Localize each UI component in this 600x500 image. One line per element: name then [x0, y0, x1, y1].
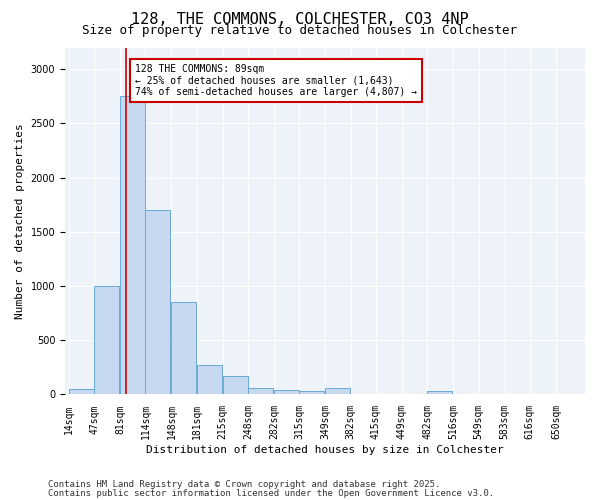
- Text: 128 THE COMMONS: 89sqm
← 25% of detached houses are smaller (1,643)
74% of semi-: 128 THE COMMONS: 89sqm ← 25% of detached…: [135, 64, 417, 97]
- Text: Size of property relative to detached houses in Colchester: Size of property relative to detached ho…: [83, 24, 517, 37]
- Bar: [145, 210, 170, 394]
- Bar: [274, 390, 299, 394]
- Bar: [120, 96, 145, 395]
- X-axis label: Distribution of detached houses by size in Colchester: Distribution of detached houses by size …: [146, 445, 504, 455]
- Bar: [299, 391, 324, 394]
- Text: 128, THE COMMONS, COLCHESTER, CO3 4NP: 128, THE COMMONS, COLCHESTER, CO3 4NP: [131, 12, 469, 28]
- Text: Contains HM Land Registry data © Crown copyright and database right 2025.: Contains HM Land Registry data © Crown c…: [48, 480, 440, 489]
- Bar: [223, 376, 248, 394]
- Bar: [69, 389, 94, 394]
- Bar: [94, 286, 119, 395]
- Text: Contains public sector information licensed under the Open Government Licence v3: Contains public sector information licen…: [48, 488, 494, 498]
- Bar: [325, 388, 350, 394]
- Bar: [172, 302, 196, 394]
- Bar: [248, 388, 273, 394]
- Y-axis label: Number of detached properties: Number of detached properties: [15, 123, 25, 319]
- Bar: [427, 391, 452, 394]
- Bar: [197, 365, 221, 394]
